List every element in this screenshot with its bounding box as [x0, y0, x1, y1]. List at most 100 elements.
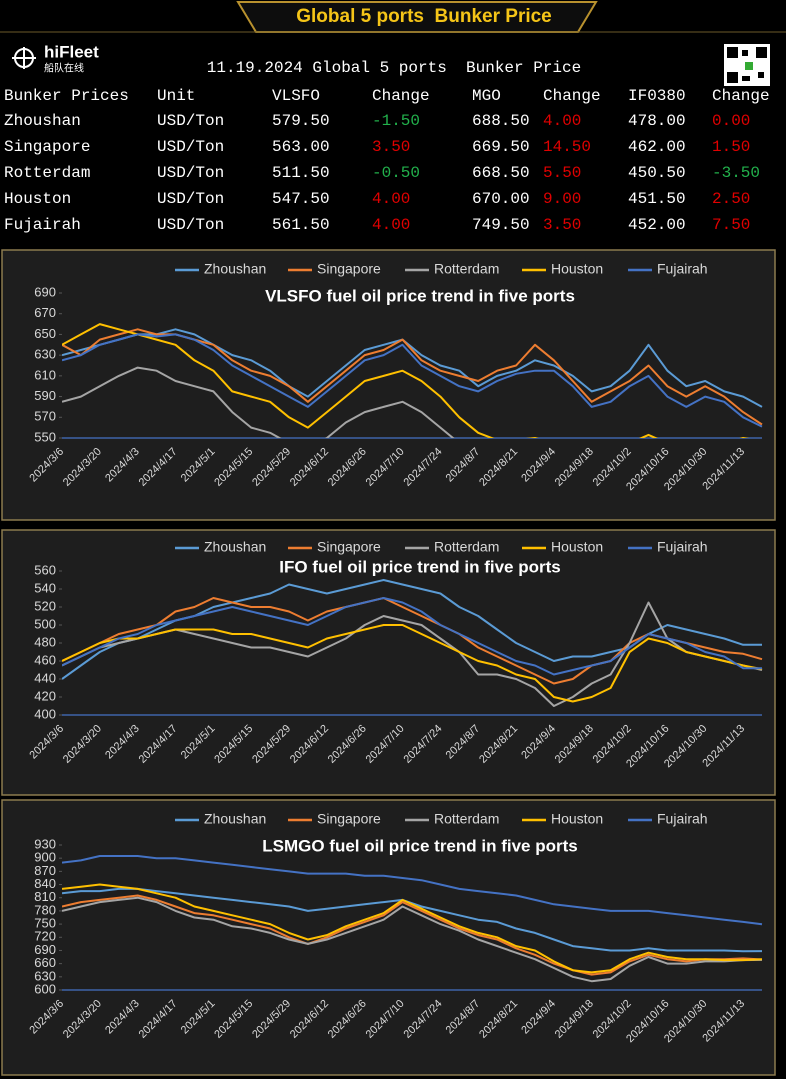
table-cell: 450.50	[628, 164, 686, 182]
series-line	[62, 883, 763, 974]
table-cell: USD/Ton	[157, 112, 224, 130]
plot-area	[62, 855, 763, 983]
table-cell: 670.00	[472, 190, 530, 208]
table-cell: 688.50	[472, 112, 530, 130]
table-cell: 563.00	[272, 138, 330, 156]
y-tick-label: 590	[34, 388, 56, 403]
chart-title: LSMGO fuel oil price trend in five ports	[262, 836, 577, 855]
legend-label: Rotterdam	[434, 261, 499, 277]
table-cell: 2.50	[712, 190, 750, 208]
y-tick-label: 870	[34, 863, 56, 878]
series-line	[62, 896, 763, 983]
table-cell: 0.00	[712, 112, 750, 130]
legend-label: Zhoushan	[204, 811, 266, 827]
legend-label: Houston	[551, 261, 603, 277]
series-line	[62, 894, 763, 976]
table-cell: Zhoushan	[4, 112, 81, 130]
table-cell: 668.50	[472, 164, 530, 182]
column-header: IF0380	[628, 87, 686, 105]
table-cell: 7.50	[712, 216, 750, 234]
logo-subtext: 船队在线	[44, 62, 84, 75]
y-tick-label: 650	[34, 326, 56, 341]
series-line	[62, 328, 763, 408]
table-cell: Fujairah	[4, 216, 81, 234]
y-tick-label: 930	[34, 836, 56, 851]
logo-text: hiFleet	[44, 42, 99, 61]
table-cell: -0.50	[372, 164, 420, 182]
y-tick-label: 900	[34, 850, 56, 865]
table-cell: 561.50	[272, 216, 330, 234]
legend-label: Fujairah	[657, 539, 708, 555]
y-tick-label: 570	[34, 409, 56, 424]
y-tick-label: 750	[34, 916, 56, 931]
table-cell: -1.50	[372, 112, 420, 130]
table-cell: USD/Ton	[157, 190, 224, 208]
series-line	[62, 323, 750, 438]
subtitle: 11.19.2024 Global 5 ports Bunker Price	[207, 59, 581, 77]
series-line	[62, 597, 762, 676]
legend-label: Houston	[551, 811, 603, 827]
plot-area	[62, 579, 763, 707]
qr-code	[724, 44, 770, 86]
y-tick-label: 600	[34, 981, 56, 996]
table-cell: USD/Ton	[157, 164, 224, 182]
y-tick-label: 480	[34, 634, 56, 649]
table-cell: 579.50	[272, 112, 330, 130]
series-line	[62, 366, 455, 438]
legend-label: Zhoushan	[204, 261, 266, 277]
y-tick-label: 660	[34, 955, 56, 970]
y-tick-label: 540	[34, 580, 56, 595]
chart-panel	[1, 529, 776, 796]
table-cell: 1.50	[712, 138, 750, 156]
legend-label: Singapore	[317, 539, 381, 555]
chart-panel	[1, 799, 776, 1076]
table-cell: 452.00	[628, 216, 686, 234]
series-line	[62, 855, 763, 926]
y-tick-label: 420	[34, 688, 56, 703]
table-cell: USD/Ton	[157, 138, 224, 156]
column-header: Unit	[157, 87, 195, 105]
y-tick-label: 810	[34, 889, 56, 904]
series-line	[62, 624, 763, 703]
y-tick-label: 630	[34, 347, 56, 362]
table-cell: 3.50	[543, 216, 581, 234]
y-tick-label: 520	[34, 598, 56, 613]
y-tick-label: 550	[34, 429, 56, 444]
table-cell: Houston	[4, 190, 71, 208]
y-tick-label: 440	[34, 670, 56, 685]
table-cell: 669.50	[472, 138, 530, 156]
table-cell: 5.50	[543, 164, 581, 182]
table-cell: 749.50	[472, 216, 530, 234]
table-cell: Singapore	[4, 138, 90, 156]
column-header: Change	[543, 87, 601, 105]
legend-label: Houston	[551, 539, 603, 555]
column-header: MGO	[472, 87, 501, 105]
legend-label: Rotterdam	[434, 811, 499, 827]
series-line	[62, 333, 763, 428]
legend-label: Fujairah	[657, 261, 708, 277]
table-cell: 14.50	[543, 138, 591, 156]
table-cell: 547.50	[272, 190, 330, 208]
legend-label: Singapore	[317, 811, 381, 827]
legend-label: Singapore	[317, 261, 381, 277]
logo-icon	[12, 47, 36, 69]
y-tick-label: 720	[34, 929, 56, 944]
chart-title: VLSFO fuel oil price trend in five ports	[265, 286, 575, 305]
table-cell: Rotterdam	[4, 164, 90, 182]
y-tick-label: 630	[34, 968, 56, 983]
y-tick-label: 690	[34, 942, 56, 957]
legend-label: Rotterdam	[434, 539, 499, 555]
table-cell: 511.50	[272, 164, 330, 182]
column-header: Change	[372, 87, 430, 105]
legend-label: Zhoushan	[204, 539, 266, 555]
column-header: VLSFO	[272, 87, 320, 105]
plot-area	[62, 323, 763, 438]
table-cell: 9.00	[543, 190, 581, 208]
y-tick-label: 400	[34, 706, 56, 721]
y-tick-label: 690	[34, 284, 56, 299]
y-tick-label: 780	[34, 902, 56, 917]
page-title: Global 5 ports Bunker Price	[296, 6, 552, 27]
y-tick-label: 610	[34, 367, 56, 382]
table-cell: 451.50	[628, 190, 686, 208]
